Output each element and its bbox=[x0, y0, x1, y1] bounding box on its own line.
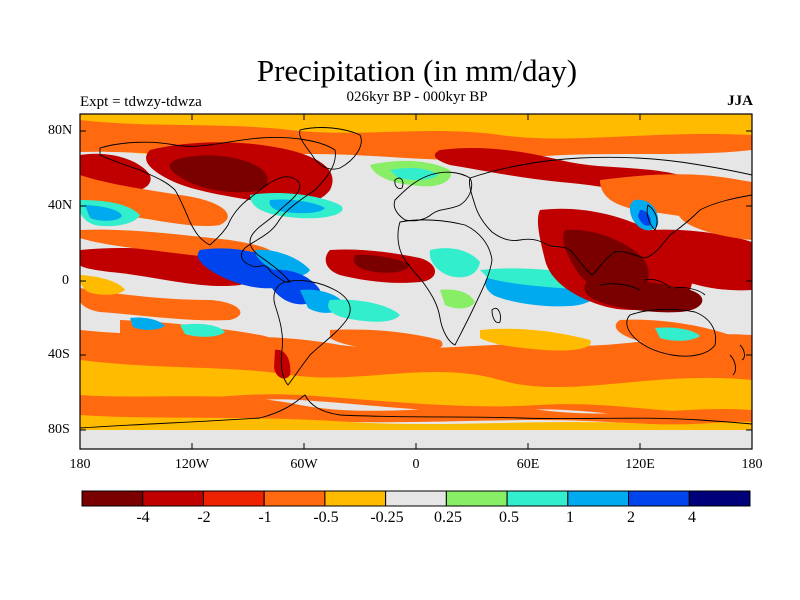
lat-tick-label-40s: 40S bbox=[48, 347, 70, 362]
colorbar-swatch bbox=[324, 490, 387, 507]
axis-ticks bbox=[79, 114, 753, 449]
coast-antarctica bbox=[80, 394, 752, 429]
colorbar-label: -0.5 bbox=[313, 509, 339, 526]
field-africa-cyan bbox=[429, 248, 480, 278]
lon-tick-label-60w: 60W bbox=[290, 457, 318, 472]
colorbar-swatch bbox=[628, 490, 690, 507]
field-central-america-cyan bbox=[255, 249, 310, 277]
anomaly-field bbox=[80, 114, 752, 449]
coast-uk bbox=[394, 177, 404, 189]
coast-australia bbox=[626, 308, 717, 357]
field-west-pacific-orange bbox=[675, 197, 752, 240]
colorbar-label: -1 bbox=[258, 509, 272, 526]
colorbar-label: -4 bbox=[136, 509, 150, 526]
field-africa-green bbox=[440, 289, 475, 309]
field-east-pacific-yellow bbox=[80, 275, 125, 295]
colorbar-label: 1 bbox=[566, 509, 574, 526]
lat-tick-label-80s: 80S bbox=[48, 422, 70, 437]
colorbar-swatch bbox=[263, 490, 326, 507]
colorbar-label: 2 bbox=[627, 509, 635, 526]
colorbar-swatch bbox=[385, 490, 447, 507]
coast-greenland bbox=[299, 127, 362, 170]
field-maritime-dark bbox=[584, 279, 703, 313]
coast-north-america bbox=[99, 137, 336, 283]
field-north-america-dark bbox=[169, 155, 268, 193]
field-east-pacific-orange bbox=[80, 288, 241, 321]
field-australia-cyan bbox=[655, 327, 700, 341]
colorbar-swatch bbox=[81, 490, 144, 507]
colorbar-swatch bbox=[506, 490, 569, 507]
coast-asia bbox=[469, 156, 752, 276]
plot-title: Precipitation (in mm/day) bbox=[256, 53, 578, 88]
colorbar-swatch bbox=[142, 490, 204, 507]
field-asia-monsoon-dark bbox=[563, 229, 649, 296]
field-tropical-atlantic-dark bbox=[353, 254, 410, 273]
field-southern-yellow-band bbox=[80, 360, 752, 413]
coast-new-zealand bbox=[729, 344, 745, 376]
colorbar-label: -0.25 bbox=[370, 509, 404, 526]
experiment-label: Expt = tdwzy-tdwza bbox=[80, 94, 202, 110]
plot-subtitle: 026kyr BP - 000kyr BP bbox=[346, 89, 488, 105]
field-south-pacific-cyan bbox=[180, 323, 225, 337]
field-south-atlantic-cyan bbox=[328, 299, 400, 322]
coast-south-america bbox=[273, 279, 351, 386]
colorbar-label: 4 bbox=[688, 509, 696, 526]
field-west-pacific-red bbox=[646, 229, 752, 291]
field-north-pacific-blue bbox=[85, 205, 122, 221]
lat-tick-label-80n: 80N bbox=[48, 123, 73, 138]
colorbar-swatch bbox=[567, 490, 630, 507]
coastlines bbox=[80, 127, 752, 429]
coast-japan bbox=[646, 204, 658, 231]
lon-tick-label-180e: 180 bbox=[741, 457, 763, 472]
field-indian-yellow bbox=[480, 328, 591, 351]
lon-tick-label-180w: 180 bbox=[69, 457, 91, 472]
colorbar-label: 0.25 bbox=[434, 509, 462, 526]
field-south-atlantic-orange bbox=[330, 329, 443, 353]
colorbar bbox=[81, 490, 751, 507]
lon-tick-label-120e: 120E bbox=[625, 457, 655, 472]
coast-africa bbox=[397, 219, 493, 346]
coast-europe bbox=[393, 171, 473, 222]
coast-madagascar bbox=[491, 307, 501, 324]
colorbar-label: -2 bbox=[197, 509, 211, 526]
field-south-pacific-blue bbox=[130, 317, 165, 330]
lat-tick-label-40n: 40N bbox=[48, 198, 73, 213]
coast-indonesia bbox=[599, 279, 706, 296]
field-patagonia-dark bbox=[274, 349, 291, 379]
colorbar-label: 0.5 bbox=[499, 509, 519, 526]
colorbar-swatch bbox=[202, 490, 265, 507]
colorbar-swatch bbox=[445, 490, 508, 507]
lon-tick-label-60e: 60E bbox=[516, 457, 540, 472]
season-label: JJA bbox=[727, 93, 753, 109]
lat-tick-label-0: 0 bbox=[62, 273, 69, 288]
field-atlantic-blue bbox=[269, 199, 325, 214]
lon-tick-label-120w: 120W bbox=[174, 457, 210, 472]
colorbar-swatch bbox=[688, 490, 751, 507]
lon-tick-label-0: 0 bbox=[412, 457, 420, 472]
